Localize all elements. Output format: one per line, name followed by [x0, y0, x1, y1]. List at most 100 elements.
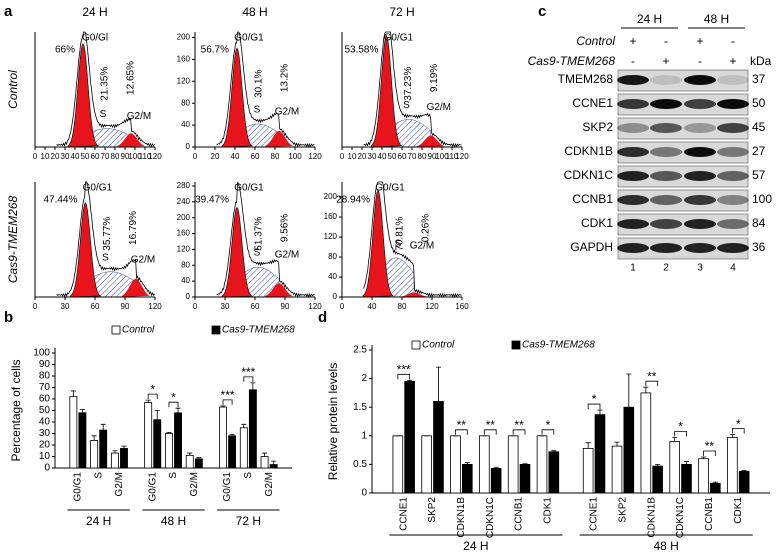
x-tick-label: 110	[139, 152, 152, 161]
group-label: 48 H	[653, 539, 678, 553]
error-bar	[614, 441, 620, 447]
kda-label: 37	[752, 72, 766, 86]
blot-band	[650, 243, 682, 253]
bar	[611, 445, 623, 494]
y-tick-label: 60	[39, 394, 51, 405]
significance-label: **	[514, 418, 524, 432]
histogram-outline	[56, 181, 155, 298]
y-tick-label: 0	[186, 142, 191, 151]
y-tick-label: 0.5	[353, 459, 367, 470]
error-bar	[112, 450, 118, 454]
y-tick-label: 280	[177, 181, 191, 190]
legend-swatch	[411, 340, 421, 350]
row-label: Control	[6, 70, 20, 109]
s-percent: 30.1%	[254, 69, 265, 97]
x-tick-label: CCNB1	[514, 497, 525, 531]
bar	[727, 437, 738, 494]
significance-label: ***	[397, 362, 411, 376]
significance-label: ***	[221, 388, 235, 402]
y-tick-label: 80	[39, 371, 51, 382]
error-bar	[229, 434, 235, 436]
g2m-percent: 12.65%	[126, 61, 137, 95]
unit-label: kDa	[750, 54, 772, 68]
bar	[421, 435, 432, 494]
error-bar	[435, 366, 441, 402]
condition-sign: -	[731, 34, 735, 48]
y-tick-label: 80	[328, 252, 337, 261]
condition-sign: +	[662, 54, 669, 68]
bar	[490, 468, 502, 494]
kda-label: 27	[752, 144, 766, 158]
error-bar	[175, 407, 181, 413]
g2m-percent: 16.79%	[128, 211, 139, 245]
x-tick-label: CDK1	[733, 497, 744, 524]
phase-label: G0/G1	[375, 183, 405, 194]
g1-peak	[67, 42, 99, 148]
bar	[640, 392, 652, 494]
blot-band	[617, 75, 649, 85]
legend-swatch	[211, 325, 221, 335]
error-bar	[643, 386, 649, 393]
protein-label: TMEM268	[558, 72, 614, 86]
significance-bracket	[674, 431, 687, 437]
bar	[248, 389, 257, 469]
x-tick-label: 160	[455, 302, 469, 311]
bar	[594, 414, 606, 494]
x-tick-label: 50	[81, 152, 90, 161]
x-tick-label: CCNB1	[704, 497, 715, 531]
bar	[392, 435, 404, 494]
bar	[479, 435, 490, 494]
phase-label: G0/G1	[83, 183, 113, 194]
group-header: 24 H	[637, 12, 662, 26]
x-tick-label: CCNE1	[398, 497, 409, 531]
error-bar	[154, 410, 160, 420]
error-bar	[672, 437, 678, 442]
column-header: 72 H	[389, 5, 414, 19]
blot-band	[684, 195, 716, 205]
lane-number: 3	[697, 263, 703, 274]
error-bar	[100, 423, 106, 431]
blot-band	[650, 123, 682, 133]
blot-band	[617, 171, 649, 181]
error-bar	[551, 450, 557, 452]
g2m-percent: 13.2%	[280, 64, 291, 92]
x-tick-label: 120	[425, 302, 439, 311]
phase-label: S	[395, 239, 402, 250]
x-tick-label: G2/M	[189, 472, 200, 496]
x-tick-label: SKP2	[618, 497, 629, 523]
blot-band	[717, 171, 749, 181]
x-tick-label: 80	[111, 152, 120, 161]
kda-label: 57	[752, 168, 766, 182]
x-tick-label: CDKN1B	[456, 497, 467, 538]
error-bar	[262, 452, 268, 457]
x-tick-label: G0/G1	[147, 472, 158, 502]
bar	[78, 412, 87, 469]
histogram-outline	[56, 31, 155, 148]
bar	[462, 463, 473, 494]
bar	[404, 381, 415, 494]
y-tick-label: 30	[39, 428, 51, 439]
x-tick-label: G0/G1	[73, 472, 84, 502]
protein-label: CDKN1B	[564, 144, 613, 158]
x-tick-label: 0	[33, 302, 38, 311]
blot-band	[717, 147, 749, 157]
bar	[536, 435, 548, 494]
x-tick-label: CCNE1	[589, 497, 600, 531]
condition-sign: -	[631, 54, 635, 68]
y-tick-label: 10	[39, 451, 51, 462]
x-tick-label: 90	[121, 152, 130, 161]
protein-label: CCNE1	[572, 96, 613, 110]
x-tick-label: 90	[121, 302, 130, 311]
error-bar	[220, 405, 226, 408]
row-label: Cas9-TMEM268	[6, 195, 20, 283]
y-tick-label: 40	[328, 272, 337, 281]
y-axis-label: Relative protein levels	[326, 363, 340, 480]
significance-bracket	[512, 429, 526, 435]
histogram-outline	[216, 31, 315, 149]
blot-band	[617, 243, 649, 253]
group-label: 24 H	[463, 539, 488, 553]
g1-percent: 47.44%	[43, 195, 77, 206]
x-tick-label: 0	[340, 302, 345, 311]
error-bar	[145, 399, 151, 403]
x-tick-label: CDKN1B	[646, 497, 657, 538]
